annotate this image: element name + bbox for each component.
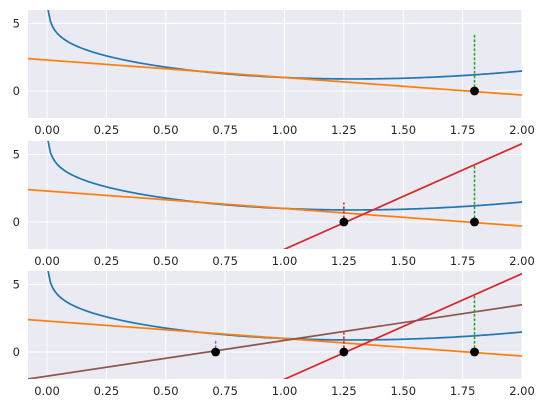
y-tick-label: 0 bbox=[13, 215, 20, 229]
series-line-3 bbox=[282, 142, 522, 249]
x-tick-label: 0.00 bbox=[34, 123, 60, 137]
x-tick-label: 1.75 bbox=[450, 123, 476, 137]
x-tick-label: 0.50 bbox=[153, 254, 179, 268]
grid bbox=[28, 271, 523, 379]
root-marker bbox=[470, 86, 479, 96]
x-tick-label: 0.25 bbox=[94, 254, 120, 268]
x-tick-label: 1.25 bbox=[331, 384, 357, 398]
x-tick-label: 0.00 bbox=[34, 254, 60, 268]
x-tick-label: 1.75 bbox=[450, 254, 476, 268]
x-tick-label: 0.50 bbox=[153, 384, 179, 398]
root-marker bbox=[470, 347, 479, 357]
y-tick-label: 5 bbox=[13, 148, 20, 162]
y-tick-label: 0 bbox=[13, 84, 20, 98]
root-marker bbox=[339, 217, 349, 227]
x-tick-label: 2.00 bbox=[509, 254, 535, 268]
panel-3: 0.00 0.25 0.50 0.75 1.00 1.25 1.50 1.75 2.00 0 5 bbox=[13, 271, 535, 398]
panel-1: 0.00 0.25 0.50 0.75 1.00 1.25 1.50 1.75 2.00 0 5 bbox=[13, 10, 535, 137]
plot-marks bbox=[28, 141, 522, 249]
y-tick-label: 5 bbox=[13, 17, 20, 31]
y-tick-label: 0 bbox=[13, 345, 20, 359]
root-marker bbox=[339, 347, 349, 357]
grid bbox=[28, 10, 523, 118]
x-tick-label: 1.50 bbox=[390, 384, 416, 398]
x-tick-label: 0.00 bbox=[34, 384, 60, 398]
x-tick-label: 0.25 bbox=[94, 123, 120, 137]
plot-marks bbox=[28, 271, 522, 379]
y-tick-label: 5 bbox=[13, 278, 20, 292]
x-tick-label: 1.25 bbox=[331, 123, 357, 137]
x-tick-label: 2.00 bbox=[509, 123, 535, 137]
root-marker bbox=[470, 217, 479, 227]
series-line-2 bbox=[28, 318, 522, 357]
series-line-3 bbox=[282, 272, 522, 379]
x-tick-label: 1.50 bbox=[390, 123, 416, 137]
x-tick-label: 1.25 bbox=[331, 254, 357, 268]
x-tick-label: 1.50 bbox=[390, 254, 416, 268]
x-tick-label: 2.00 bbox=[509, 384, 535, 398]
series-line-4 bbox=[28, 303, 522, 379]
x-tick-label: 0.75 bbox=[212, 254, 238, 268]
root-marker bbox=[211, 347, 221, 357]
x-tick-label: 1.75 bbox=[450, 384, 476, 398]
series-line-2 bbox=[28, 57, 522, 96]
x-tick-label: 0.75 bbox=[212, 384, 238, 398]
x-tick-label: 0.50 bbox=[153, 123, 179, 137]
x-tick-label: 0.25 bbox=[94, 384, 120, 398]
plot-marks bbox=[28, 10, 522, 96]
x-tick-label: 1.00 bbox=[272, 254, 298, 268]
grid bbox=[28, 141, 523, 249]
panel-2: 0.00 0.25 0.50 0.75 1.00 1.25 1.50 1.75 2.00 0 5 bbox=[13, 141, 535, 268]
series-line-2 bbox=[28, 188, 522, 227]
x-tick-label: 1.00 bbox=[272, 384, 298, 398]
x-tick-label: 1.00 bbox=[272, 123, 298, 137]
x-tick-label: 0.75 bbox=[212, 123, 238, 137]
